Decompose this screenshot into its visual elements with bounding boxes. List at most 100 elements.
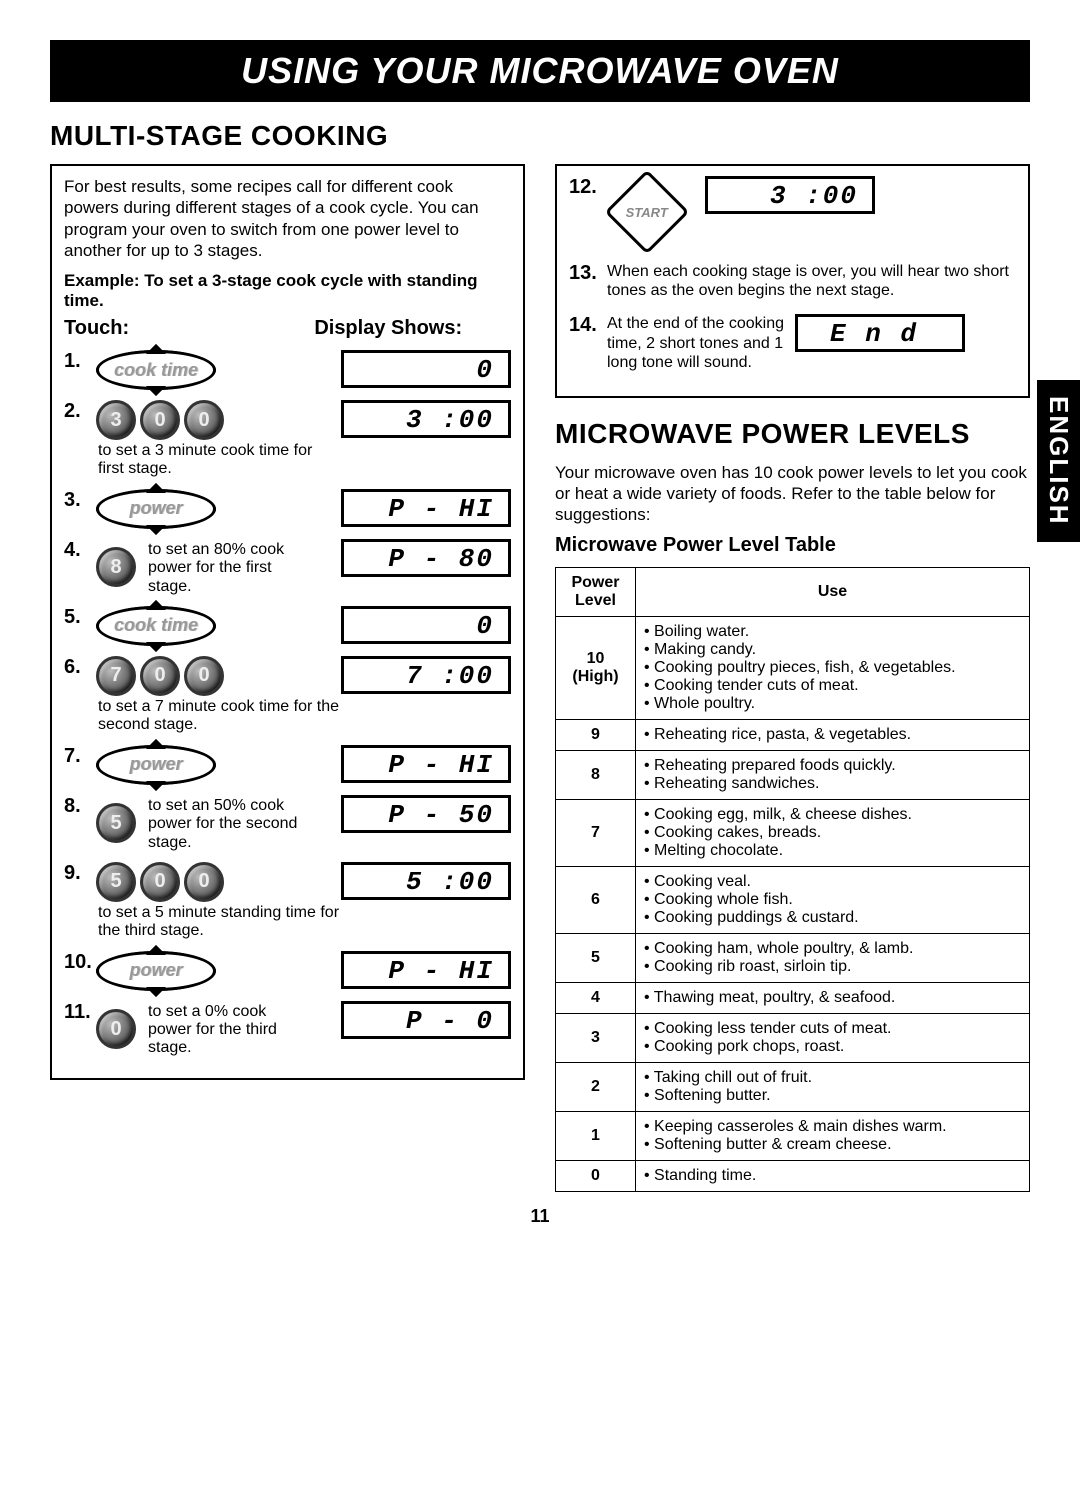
step-num: 10. — [64, 951, 90, 974]
th-level: Power Level — [556, 567, 636, 616]
display-value: P - HI — [341, 745, 511, 783]
use-item: Cooking egg, milk, & cheese dishes. — [644, 806, 1021, 824]
section2-title: MICROWAVE POWER LEVELS — [555, 418, 1030, 450]
power-button[interactable]: power — [96, 951, 216, 991]
step-note: to set a 5 minute standing time for the … — [98, 904, 341, 941]
cook-time-button[interactable]: cook time — [96, 350, 216, 390]
display-value: 3 :00 — [341, 400, 511, 438]
language-tab: ENGLISH — [1037, 380, 1080, 542]
display-header: Display Shows: — [314, 317, 511, 340]
use-item: Cooking tender cuts of meat. — [644, 677, 1021, 695]
display-value: P - 80 — [341, 539, 511, 577]
power-level-cell: 0 — [556, 1160, 636, 1191]
use-item: Thawing meat, poultry, & seafood. — [644, 989, 1021, 1007]
step-num: 13. — [569, 262, 599, 285]
use-item: Cooking pork chops, roast. — [644, 1038, 1021, 1056]
keypad-5-button[interactable]: 5 — [96, 803, 136, 843]
power-level-cell: 6 — [556, 866, 636, 933]
right-steps-box: 12. START 3 :00 13. When each cooking st… — [555, 164, 1030, 398]
cook-time-button[interactable]: cook time — [96, 606, 216, 646]
power-level-cell: 9 — [556, 719, 636, 750]
use-item: Whole poultry. — [644, 695, 1021, 713]
keypad-0-button[interactable]: 0 — [96, 1009, 136, 1049]
power-level-cell: 5 — [556, 933, 636, 982]
use-item: Making candy. — [644, 641, 1021, 659]
use-item: Boiling water. — [644, 623, 1021, 641]
section2-intro: Your microwave oven has 10 cook power le… — [555, 462, 1030, 526]
keypad-7-button[interactable]: 7 — [96, 656, 136, 696]
power-use-cell: Boiling water.Making candy.Cooking poult… — [636, 616, 1030, 719]
display-value: P - HI — [341, 489, 511, 527]
power-level-cell: 3 — [556, 1013, 636, 1062]
step-num: 14. — [569, 314, 599, 337]
display-value: P - 0 — [341, 1001, 511, 1039]
display-value: P - HI — [341, 951, 511, 989]
power-button[interactable]: power — [96, 745, 216, 785]
step-note: to set a 7 minute cook time for the seco… — [98, 698, 341, 735]
power-button[interactable]: power — [96, 489, 216, 529]
step-num: 6. — [64, 656, 90, 679]
power-use-cell: Cooking less tender cuts of meat.Cooking… — [636, 1013, 1030, 1062]
step-num: 8. — [64, 795, 90, 818]
power-use-cell: Thawing meat, poultry, & seafood. — [636, 982, 1030, 1013]
step-note: to set an 80% cook power for the first s… — [148, 541, 298, 596]
use-item: Softening butter. — [644, 1087, 1021, 1105]
power-use-cell: Cooking veal.Cooking whole fish.Cooking … — [636, 866, 1030, 933]
power-level-cell: 2 — [556, 1062, 636, 1111]
display-value: 0 — [341, 606, 511, 644]
keypad-0-button[interactable]: 0 — [184, 400, 224, 440]
power-use-cell: Keeping casseroles & main dishes warm.So… — [636, 1111, 1030, 1160]
keypad-5-button[interactable]: 5 — [96, 862, 136, 902]
step-text: At the end of the cooking time, 2 short … — [607, 314, 787, 372]
use-item: Reheating sandwiches. — [644, 775, 1021, 793]
page-number: 11 — [50, 1206, 1030, 1227]
display-value: P - 50 — [341, 795, 511, 833]
intro-text: For best results, some recipes call for … — [64, 176, 511, 261]
step-num: 7. — [64, 745, 90, 768]
power-use-cell: Taking chill out of fruit.Softening butt… — [636, 1062, 1030, 1111]
table-subheading: Microwave Power Level Table — [555, 534, 1030, 557]
step-note: to set an 50% cook power for the second … — [148, 797, 298, 852]
start-button[interactable]: START — [605, 170, 690, 255]
display-value: 5 :00 — [341, 862, 511, 900]
step-note: to set a 0% cook power for the third sta… — [148, 1003, 298, 1058]
step-num: 11. — [64, 1001, 90, 1024]
use-item: Reheating rice, pasta, & vegetables. — [644, 726, 1021, 744]
use-item: Cooking less tender cuts of meat. — [644, 1020, 1021, 1038]
keypad-0-button[interactable]: 0 — [184, 862, 224, 902]
power-level-cell: 4 — [556, 982, 636, 1013]
keypad-0-button[interactable]: 0 — [184, 656, 224, 696]
example-text: Example: To set a 3-stage cook cycle wit… — [64, 271, 511, 311]
use-item: Reheating prepared foods quickly. — [644, 757, 1021, 775]
use-item: Cooking ham, whole poultry, & lamb. — [644, 940, 1021, 958]
use-item: Melting chocolate. — [644, 842, 1021, 860]
power-level-cell: 10(High) — [556, 616, 636, 719]
power-use-cell: Cooking ham, whole poultry, & lamb.Cooki… — [636, 933, 1030, 982]
th-use: Use — [636, 567, 1030, 616]
keypad-3-button[interactable]: 3 — [96, 400, 136, 440]
use-item: Cooking whole fish. — [644, 891, 1021, 909]
page-banner: USING YOUR MICROWAVE OVEN — [50, 40, 1030, 102]
keypad-0-button[interactable]: 0 — [140, 400, 180, 440]
step-num: 2. — [64, 400, 90, 423]
power-level-cell: 7 — [556, 799, 636, 866]
keypad-0-button[interactable]: 0 — [140, 862, 180, 902]
power-level-cell: 8 — [556, 750, 636, 799]
display-value: 3 :00 — [705, 176, 875, 214]
step-note: to set a 3 minute cook time for first st… — [98, 442, 341, 479]
use-item: Standing time. — [644, 1167, 1021, 1185]
power-use-cell: Cooking egg, milk, & cheese dishes.Cooki… — [636, 799, 1030, 866]
keypad-8-button[interactable]: 8 — [96, 547, 136, 587]
start-label: START — [626, 204, 668, 219]
power-use-cell: Reheating prepared foods quickly.Reheati… — [636, 750, 1030, 799]
use-item: Cooking rib roast, sirloin tip. — [644, 958, 1021, 976]
multistage-box: For best results, some recipes call for … — [50, 164, 525, 1080]
use-item: Cooking poultry pieces, fish, & vegetabl… — [644, 659, 1021, 677]
use-item: Cooking veal. — [644, 873, 1021, 891]
use-item: Softening butter & cream cheese. — [644, 1136, 1021, 1154]
step-num: 4. — [64, 539, 90, 562]
power-use-cell: Reheating rice, pasta, & vegetables. — [636, 719, 1030, 750]
section1-title: MULTI-STAGE COOKING — [50, 120, 1030, 152]
touch-header: Touch: — [64, 317, 314, 340]
keypad-0-button[interactable]: 0 — [140, 656, 180, 696]
